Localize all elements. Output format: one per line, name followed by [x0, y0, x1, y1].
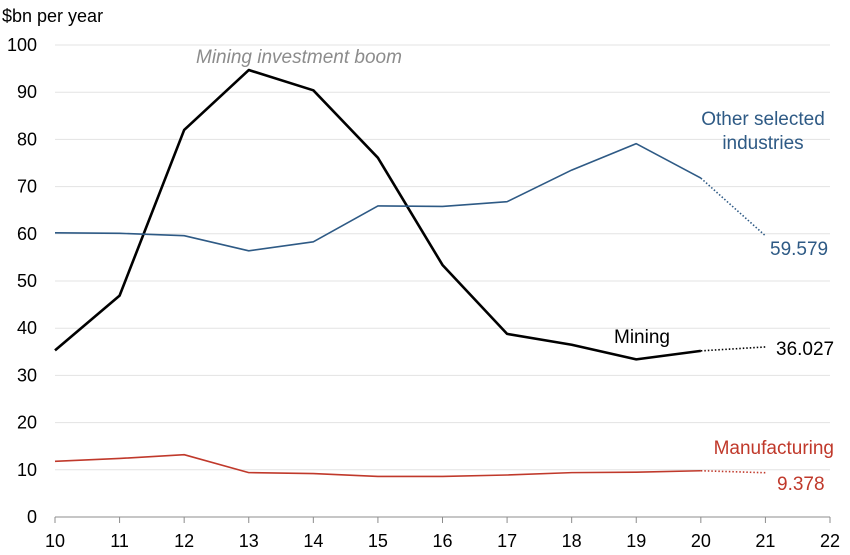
value-label-other: 59.579: [770, 239, 828, 260]
y-tick-label: 90: [17, 82, 37, 102]
gridlines: [55, 44, 830, 471]
y-tick-label: 40: [17, 318, 37, 338]
label-other-line1: Other selected: [701, 109, 825, 130]
y-axis-title: $bn per year: [2, 6, 103, 26]
y-tick-label: 0: [27, 507, 37, 527]
x-tick-label: 21: [755, 531, 775, 551]
x-tick-label: 12: [174, 531, 194, 551]
value-label-manufacturing: 9.378: [777, 474, 825, 495]
x-tick-label: 20: [691, 531, 711, 551]
series-lines: [54, 68, 766, 478]
label-manufacturing: Manufacturing: [714, 438, 834, 459]
x-tick-label: 22: [820, 531, 840, 551]
x-tick-label: 18: [562, 531, 582, 551]
series-line-other-selected-industries: [54, 142, 702, 252]
label-mining: Mining: [614, 327, 670, 348]
y-tick-label: 50: [17, 271, 37, 291]
x-tick-label: 19: [626, 531, 646, 551]
value-label-mining: 36.027: [776, 339, 834, 360]
x-tick-label: 13: [239, 531, 259, 551]
y-tick-label: 80: [17, 129, 37, 149]
forecast-line-other-selected-industries: [700, 177, 766, 237]
series-line-manufacturing: [54, 453, 701, 478]
x-tick-label: 14: [303, 531, 323, 551]
y-tick-label: 10: [17, 460, 37, 480]
y-tick-label: 70: [17, 177, 37, 197]
y-tick-label: 60: [17, 224, 37, 244]
series-line-mining: [54, 68, 702, 361]
x-tick-label: 17: [497, 531, 517, 551]
axes: 0 10 20 30 40 50 60 70 80 90 100 10 11 12 13 14 15 16 17 18…: [7, 35, 840, 551]
x-tick-label: 16: [432, 531, 452, 551]
x-tick-label: 15: [368, 531, 388, 551]
y-tick-label: 100: [7, 35, 37, 55]
x-tick-label: 10: [45, 531, 65, 551]
x-tick-label: 11: [110, 531, 129, 551]
forecast-line-manufacturing: [700, 469, 766, 474]
forecast-line-mining: [700, 346, 766, 352]
annotation-boom: Mining investment boom: [196, 47, 402, 68]
y-tick-label: 30: [17, 365, 37, 385]
label-other-line2: industries: [722, 133, 803, 154]
y-tick-label: 20: [17, 413, 37, 433]
